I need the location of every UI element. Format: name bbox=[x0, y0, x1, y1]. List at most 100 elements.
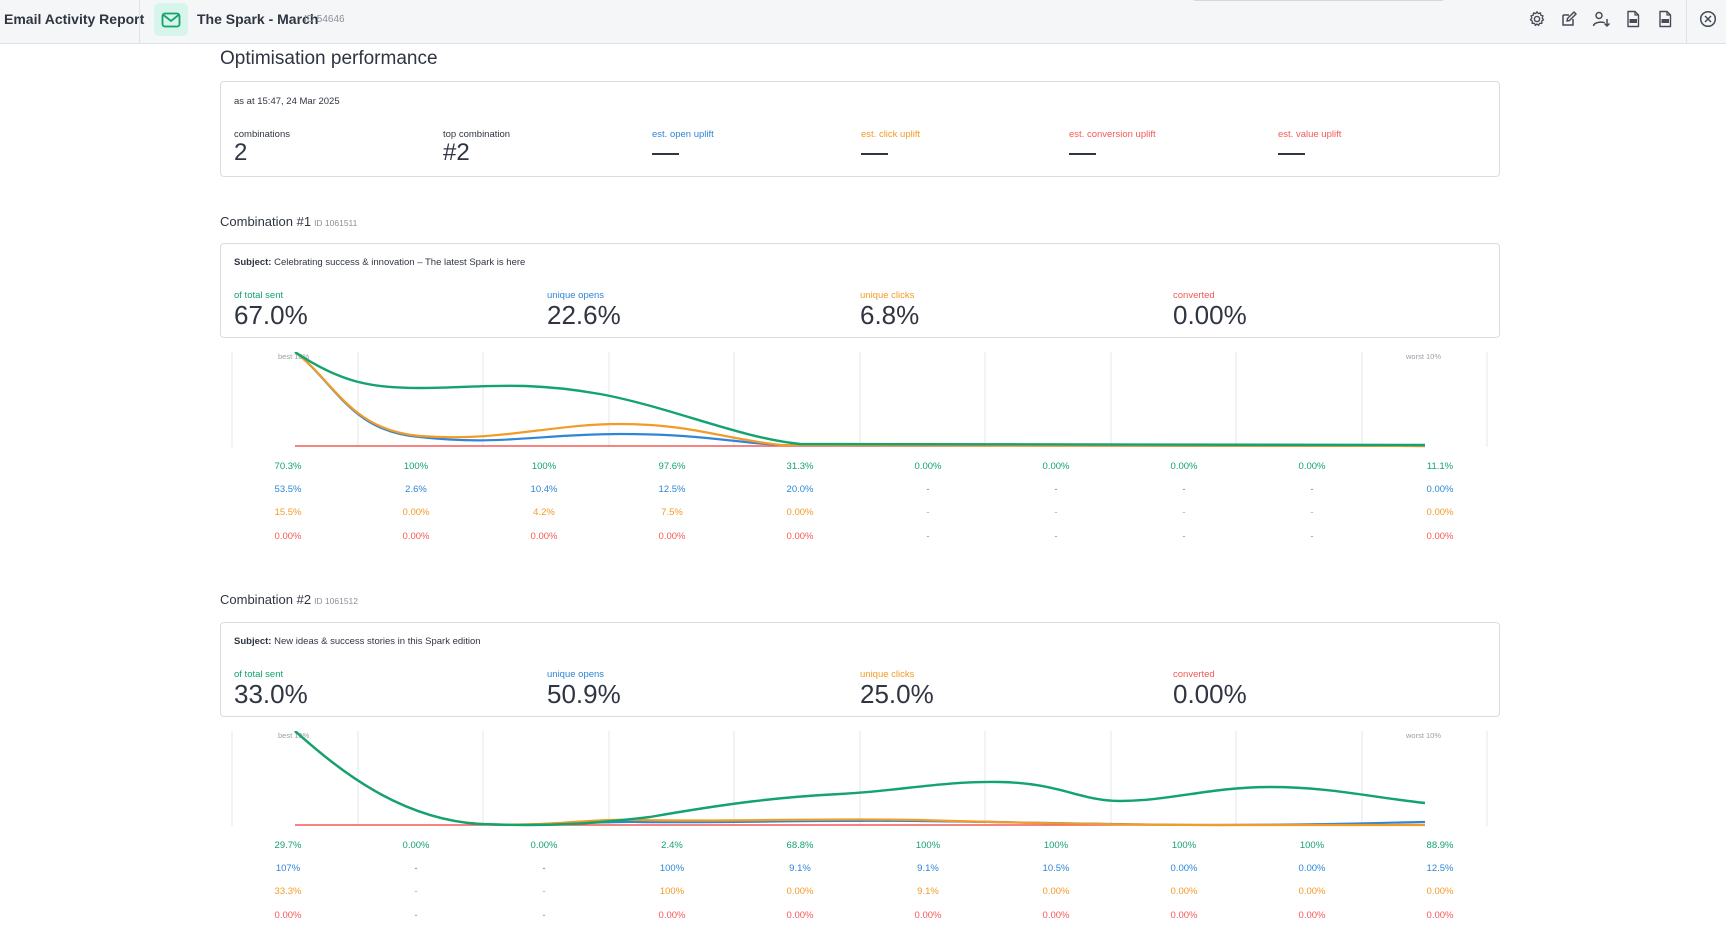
clicks-decile-value: - bbox=[1182, 507, 1186, 518]
sent-decile-value: 100% bbox=[915, 840, 941, 851]
app-title: Email Activity Report bbox=[4, 11, 145, 27]
sent-decile-value: 0.00% bbox=[402, 840, 430, 851]
as-at-timestamp: as at 15:47, 24 Mar 2025 bbox=[234, 96, 340, 107]
close-icon[interactable] bbox=[1699, 10, 1717, 28]
click-uplift-label: est. click uplift bbox=[861, 129, 921, 140]
combination-title: Combination #1 ID 1061511 bbox=[220, 214, 358, 229]
converted-label: converted bbox=[1173, 669, 1215, 680]
sent-value: 67.0% bbox=[234, 300, 308, 330]
conversion-uplift-empty bbox=[1069, 153, 1096, 155]
clicks-decile-value: - bbox=[542, 886, 546, 897]
converted-decile-value: - bbox=[542, 910, 546, 921]
converted-decile-value: 0.00% bbox=[530, 531, 558, 542]
converted-decile-value: 0.00% bbox=[786, 910, 814, 921]
opens-decile-value: - bbox=[414, 863, 418, 874]
top-combination-label: top combination bbox=[443, 129, 511, 140]
converted-decile-value: 0.00% bbox=[658, 531, 686, 542]
converted-value: 0.00% bbox=[1173, 300, 1247, 330]
best-label: best 10% bbox=[278, 352, 310, 361]
opens-decile-value: 107% bbox=[275, 863, 301, 874]
sent-decile-value: 0.00% bbox=[1042, 461, 1070, 472]
value-uplift-empty bbox=[1278, 153, 1305, 155]
combination-summary-card: Subject: New ideas & success stories in … bbox=[220, 622, 1500, 717]
sent-decile-value: 97.6% bbox=[658, 461, 686, 472]
clicks-decile-value: 0.00% bbox=[402, 507, 430, 518]
converted-decile-value: - bbox=[1310, 531, 1314, 542]
worst-label: worst 10% bbox=[1405, 731, 1441, 740]
opens-decile-value: - bbox=[542, 863, 546, 874]
converted-decile-value: - bbox=[1182, 531, 1186, 542]
sent-value: 33.0% bbox=[234, 679, 308, 709]
open-uplift-empty bbox=[652, 153, 679, 155]
clicks-decile-value: - bbox=[1310, 507, 1314, 518]
clicks-decile-value: 33.3% bbox=[274, 886, 302, 897]
click-uplift-empty bbox=[861, 153, 888, 155]
converted-decile-value: - bbox=[1054, 531, 1058, 542]
sent-decile-value: 70.3% bbox=[274, 461, 302, 472]
best-label: best 10% bbox=[278, 731, 310, 740]
opens-decile-value: 0.00% bbox=[1426, 484, 1454, 495]
divider bbox=[1686, 0, 1687, 44]
clicks-decile-value: 0.00% bbox=[1042, 886, 1070, 897]
clicks-decile-value: 100% bbox=[659, 886, 685, 897]
clicks-decile-value: 9.1% bbox=[917, 886, 939, 897]
sent-decile-value: 0.00% bbox=[1170, 461, 1198, 472]
combinations-value: 2 bbox=[234, 139, 248, 166]
clicks-decile-value: 0.00% bbox=[1426, 507, 1454, 518]
clicks-decile-value: 0.00% bbox=[786, 507, 814, 518]
sent-decile-value: 29.7% bbox=[274, 840, 302, 851]
clicks-decile-value: 7.5% bbox=[661, 507, 683, 518]
combinations-label: combinations bbox=[234, 129, 290, 140]
converted-decile-value: - bbox=[926, 531, 930, 542]
converted-decile-value: 0.00% bbox=[658, 910, 686, 921]
opens-decile-value: 12.5% bbox=[658, 484, 686, 495]
converted-value: 0.00% bbox=[1173, 679, 1247, 709]
opens-decile-value: 53.5% bbox=[274, 484, 302, 495]
conversion-uplift-label: est. conversion uplift bbox=[1069, 129, 1156, 140]
opens-decile-value: 9.1% bbox=[789, 863, 811, 874]
sent-decile-value: 31.3% bbox=[786, 461, 814, 472]
pdf-icon[interactable] bbox=[1624, 10, 1642, 28]
opens-decile-value: 20.0% bbox=[786, 484, 814, 495]
opens-decile-value: 0.00% bbox=[1170, 863, 1198, 874]
subject-line: Subject: Celebrating success & innovatio… bbox=[234, 257, 526, 268]
opens-decile-value: - bbox=[926, 484, 930, 495]
converted-decile-value: 0.00% bbox=[1426, 531, 1454, 542]
clicks-decile-value: 0.00% bbox=[1170, 886, 1198, 897]
opens-decile-value: 10.5% bbox=[1042, 863, 1070, 874]
opens-decile-value: 100% bbox=[659, 863, 685, 874]
clicks-label: unique clicks bbox=[860, 290, 915, 301]
converted-decile-value: 0.00% bbox=[1042, 910, 1070, 921]
section-title: Optimisation performance bbox=[220, 48, 438, 69]
converted-decile-value: 0.00% bbox=[786, 531, 814, 542]
sent-decile-value: 0.00% bbox=[530, 840, 558, 851]
clicks-decile-value: 0.00% bbox=[1426, 886, 1454, 897]
popover-edge bbox=[1192, 0, 1445, 1]
user-download-icon[interactable] bbox=[1592, 10, 1611, 28]
converted-decile-value: 0.00% bbox=[274, 910, 302, 921]
open-uplift-label: est. open uplift bbox=[652, 129, 714, 140]
converted-decile-value: 0.00% bbox=[1426, 910, 1454, 921]
sent-decile-value: 0.00% bbox=[914, 461, 942, 472]
sent-decile-value: 100% bbox=[1043, 840, 1069, 851]
csv-icon[interactable] bbox=[1656, 10, 1674, 28]
top-bar: Email Activity Report The Spark - March … bbox=[0, 0, 1726, 44]
converted-decile-value: 0.00% bbox=[402, 531, 430, 542]
sent-series-line bbox=[294, 731, 1426, 827]
clicks-decile-value: 4.2% bbox=[533, 507, 555, 518]
opens-decile-value: - bbox=[1310, 484, 1314, 495]
sent-decile-value: 68.8% bbox=[786, 840, 814, 851]
settings-icon[interactable] bbox=[1528, 10, 1546, 28]
converted-decile-value: 0.00% bbox=[274, 531, 302, 542]
clicks-decile-value: - bbox=[926, 507, 930, 518]
clicks-label: unique clicks bbox=[860, 669, 915, 680]
sent-decile-value: 88.9% bbox=[1426, 840, 1454, 851]
converted-decile-value: 0.00% bbox=[1170, 910, 1198, 921]
edit-icon[interactable] bbox=[1560, 10, 1578, 28]
clicks-value: 25.0% bbox=[860, 679, 934, 709]
sent-decile-value: 11.1% bbox=[1426, 461, 1454, 472]
opens-label: unique opens bbox=[547, 669, 605, 680]
sent-decile-value: 100% bbox=[1171, 840, 1197, 851]
opens-value: 50.9% bbox=[547, 679, 621, 709]
decile-chart: best 10% worst 10% 70.3% 100% 100% 97.6% 31.… bbox=[220, 352, 1500, 552]
